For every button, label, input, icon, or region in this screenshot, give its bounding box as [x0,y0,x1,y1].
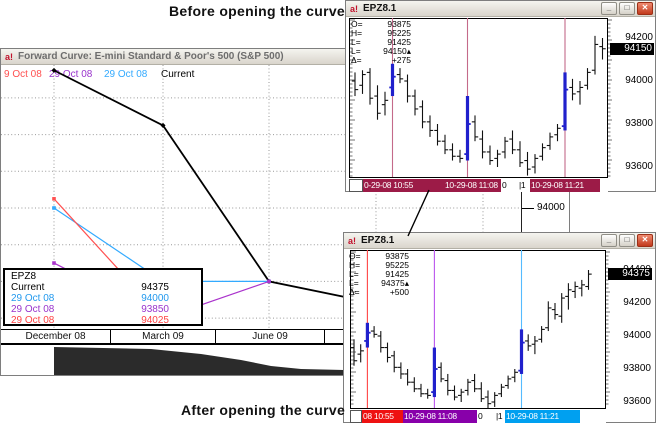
price-axis-label: 93600 [625,161,653,172]
volume-silhouette [54,347,521,375]
close-button[interactable]: ✕ [637,2,653,15]
annotation-before: Before opening the curve [169,3,346,19]
app-icon: a! [347,235,356,246]
x-axis-label-jun09: June 09 [216,330,325,343]
info-row-purple: 29 Oct 08 93850 [11,304,169,315]
data-point-marker [52,261,56,265]
session-date-label: 10-29-08 11:21 [505,410,580,423]
legend: 9 Oct 08 29 Oct 08 29 Oct 08 Current [1,69,521,80]
maximize-button[interactable]: □ [619,234,635,247]
data-point-marker [52,206,56,210]
session-date-label [349,179,363,192]
info-row-current: Current 94375 [11,282,169,293]
annotation-after: After opening the curve [181,402,346,418]
session-date-label [350,410,362,423]
last-price-box: 94150 [610,42,654,55]
session-date-label: 0-29-08 10:55 [363,179,444,192]
volume-profile [54,347,521,375]
session-date-label: 10-29-08 11:08 [444,179,501,192]
quote-bottom-title: EPZ8.1 [361,235,395,246]
close-button[interactable]: ✕ [637,234,653,247]
quote-info-box: EPZ8 Current 94375 29 Oct 08 94000 29 Oc… [3,268,203,326]
minimize-button[interactable]: _ [601,234,617,247]
legend-item-current: Current [161,69,195,80]
price-scale: 94000 [521,65,570,345]
price-axis-label: 94200 [625,32,653,43]
session-date-label: 0 [501,179,518,192]
session-date-label: |1 [518,179,530,192]
price-axis-label: 93800 [623,363,651,374]
price-axis-label: 93800 [625,118,653,129]
ohlc-info: O= 93875 H= 95225 L= 91425 L= 94150▴ Δ= +275 [351,19,411,65]
session-date-label: 10-29-08 11:08 [403,410,477,423]
price-axis-label: 94000 [537,202,565,213]
info-row-blue: 29 Oct 08 94000 [11,293,169,304]
data-point-marker [267,279,271,284]
price-axis-label: 94000 [623,330,651,341]
legend-item-red: 9 Oct 08 [4,69,42,80]
price-chart[interactable] [350,250,606,409]
legend-item-blue: 29 Oct 08 [104,69,148,80]
legend-item-purple: 29 Oct 08 [49,69,93,80]
session-strip: 08 10:55 10-29-08 11:08 0 |1 10-29-08 11:21 [350,410,606,423]
session-date-label: 0 [477,410,495,423]
price-axis-label: 94200 [623,297,651,308]
app-icon: a! [4,51,13,62]
symbol-label: EPZ8 [11,271,37,282]
last-price-box: 94375 [608,268,652,281]
quote-bottom-titlebar[interactable]: a! EPZ8.1 _ □ ✕ [344,233,655,249]
forward-curve-series [53,69,377,305]
data-point-marker [51,67,57,73]
quote-window-top: a! EPZ8.1 _ □ ✕ O= 93875 H= 95225 L= 91425 … [345,0,656,192]
quote-top-title: EPZ8.1 [363,3,397,14]
minimize-button[interactable]: _ [601,2,617,15]
session-date-label: 08 10:55 [362,410,403,423]
session-date-label: |1 [495,410,505,423]
x-axis-label-mar09: March 09 [111,330,216,343]
price-axis-label: 93600 [623,396,651,407]
forward-window-title: Forward Curve: E-mini Standard & Poor's … [18,51,284,62]
price-tick [522,208,534,209]
ohlc-info: O= 93875 H= 95225 L= 91425 L= 94375▴ Δ= +500 [349,251,409,297]
session-strip: 0-29-08 10:55 10-29-08 11:08 0 |1 10-29-08 1… [349,179,608,192]
info-row-red: 29 Oct 08 94025 [11,315,169,326]
quote-window-bottom: a! EPZ8.1 _ □ ✕ O= 93875 H= 95225 L= 91425 … [343,232,656,423]
price-axis-label: 94000 [625,75,653,86]
data-point-marker [52,197,56,201]
quote-top-titlebar[interactable]: a! EPZ8.1 _ □ ✕ [346,1,655,17]
app-icon: a! [349,3,358,14]
x-axis-label-dec08: December 08 [1,330,111,343]
maximize-button[interactable]: □ [619,2,635,15]
session-date-label: 10-29-08 11:21 [530,179,600,192]
